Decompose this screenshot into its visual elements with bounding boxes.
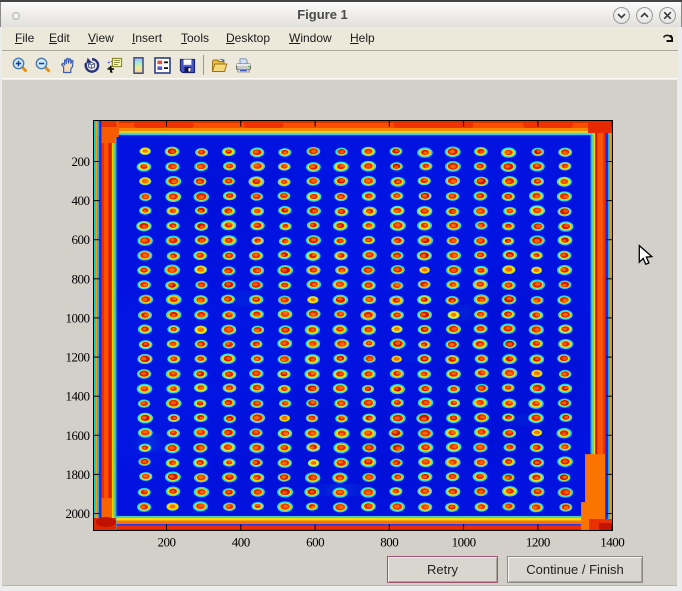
svg-text:1000: 1000 <box>452 535 476 550</box>
svg-text:1600: 1600 <box>66 428 90 443</box>
svg-text:200: 200 <box>158 535 176 550</box>
svg-text:600: 600 <box>72 232 90 247</box>
svg-text:1200: 1200 <box>526 535 550 550</box>
svg-text:1400: 1400 <box>66 389 90 404</box>
svg-text:400: 400 <box>72 193 90 208</box>
svg-text:2000: 2000 <box>66 506 90 521</box>
svg-text:1400: 1400 <box>600 535 624 550</box>
svg-text:400: 400 <box>232 535 250 550</box>
svg-text:1200: 1200 <box>66 350 90 365</box>
svg-text:800: 800 <box>380 535 398 550</box>
svg-text:200: 200 <box>72 154 90 169</box>
svg-text:1000: 1000 <box>66 310 90 325</box>
svg-text:600: 600 <box>306 535 324 550</box>
svg-text:1800: 1800 <box>66 467 90 482</box>
svg-text:800: 800 <box>72 271 90 286</box>
